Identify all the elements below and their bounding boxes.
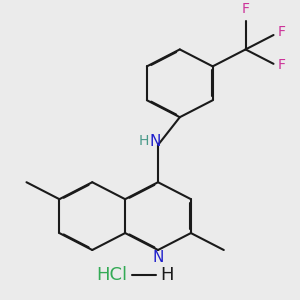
Text: N: N xyxy=(152,250,164,265)
Text: N: N xyxy=(149,134,161,149)
Text: H: H xyxy=(139,134,149,148)
Text: HCl: HCl xyxy=(96,266,127,284)
Text: F: F xyxy=(242,2,250,16)
Text: F: F xyxy=(278,58,286,72)
Text: H: H xyxy=(160,266,174,284)
Text: F: F xyxy=(278,25,286,39)
